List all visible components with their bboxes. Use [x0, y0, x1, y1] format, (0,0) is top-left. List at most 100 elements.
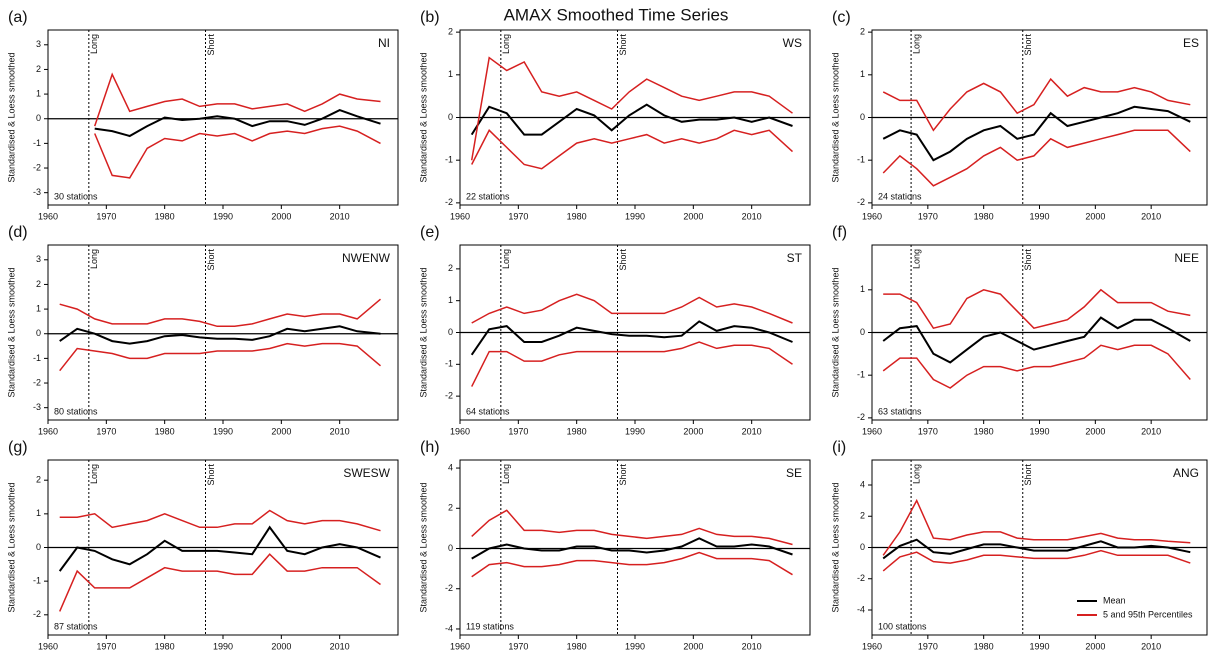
mean-line — [882, 105, 1191, 162]
percentile-line — [471, 509, 793, 546]
y-axis-label: Standardised & Loess smoothed — [6, 482, 16, 612]
y-tick-label: 4 — [860, 479, 865, 489]
percentile-line — [59, 553, 381, 612]
x-tick-label: 2000 — [271, 211, 291, 221]
y-tick-label: 1 — [860, 69, 865, 79]
y-tick-label: -1 — [33, 576, 41, 586]
x-tick-label: 1970 — [96, 426, 116, 436]
legend-label: 5 and 95th Percentiles — [1103, 609, 1193, 619]
x-tick-label: 1980 — [974, 641, 994, 651]
x-tick-label: 2000 — [683, 211, 703, 221]
y-tick-label: 0 — [36, 113, 41, 123]
y-tick-label: 2 — [860, 511, 865, 521]
x-tick-label: 1980 — [567, 641, 587, 651]
x-tick-label: 1970 — [508, 641, 528, 651]
percentile-line — [883, 288, 1191, 330]
x-tick-label: 1970 — [918, 641, 938, 651]
y-tick-label: 1 — [36, 303, 41, 313]
x-tick-label: 1980 — [155, 211, 175, 221]
region-label: WS — [783, 36, 802, 50]
mean-line — [470, 320, 793, 356]
y-tick-label: 3 — [36, 254, 41, 264]
period-label: Long — [89, 464, 99, 484]
x-tick-label: 2000 — [271, 641, 291, 651]
region-label: NI — [378, 36, 390, 50]
y-tick-label: 0 — [448, 112, 453, 122]
y-axis-label: Standardised & Loess smoothed — [830, 52, 840, 182]
x-tick-label: 1960 — [862, 641, 882, 651]
x-tick-label: 1980 — [155, 426, 175, 436]
percentile-line — [882, 77, 1191, 132]
x-tick-label: 1960 — [862, 211, 882, 221]
x-tick-label: 2000 — [683, 641, 703, 651]
panel-label: (e) — [420, 224, 440, 241]
period-label: Long — [911, 249, 921, 269]
station-count: 80 stations — [54, 406, 98, 416]
x-tick-label: 2000 — [683, 426, 703, 436]
y-axis-label: Standardised & Loess smoothed — [6, 267, 16, 397]
x-tick-label: 2000 — [271, 426, 291, 436]
period-label: Short — [206, 249, 216, 271]
y-tick-label: 0 — [36, 328, 41, 338]
mean-line — [58, 525, 381, 572]
x-tick-label: 1990 — [213, 426, 233, 436]
y-tick-label: 2 — [36, 475, 41, 485]
x-tick-label: 1960 — [38, 641, 58, 651]
station-count: 63 stations — [878, 406, 922, 416]
period-label: Short — [206, 464, 216, 486]
percentile-line — [882, 129, 1191, 187]
y-tick-label: -2 — [33, 609, 41, 619]
period-label: Short — [618, 464, 628, 486]
x-tick-label: 1990 — [1029, 641, 1049, 651]
panel-label: (i) — [832, 439, 846, 456]
panel-label: (b) — [420, 9, 440, 26]
period-label: Long — [911, 34, 921, 54]
station-count: 22 stations — [466, 191, 510, 201]
station-count: 30 stations — [54, 191, 98, 201]
y-tick-label: 0 — [448, 543, 453, 553]
region-label: NWENW — [342, 251, 391, 265]
x-tick-label: 1990 — [625, 426, 645, 436]
x-tick-label: 1990 — [625, 641, 645, 651]
period-label: Long — [501, 34, 511, 54]
y-tick-label: -1 — [857, 155, 865, 165]
station-count: 24 stations — [878, 191, 922, 201]
station-count: 64 stations — [466, 406, 510, 416]
y-tick-label: -1 — [33, 353, 41, 363]
y-tick-label: 3 — [36, 39, 41, 49]
period-label: Long — [89, 34, 99, 54]
station-count: 119 stations — [466, 621, 514, 631]
x-tick-label: 1970 — [918, 426, 938, 436]
percentile-line — [471, 293, 793, 324]
x-tick-label: 2010 — [1141, 641, 1161, 651]
period-label: Short — [206, 34, 216, 56]
x-tick-label: 2010 — [330, 641, 350, 651]
x-tick-label: 1990 — [625, 211, 645, 221]
x-tick-label: 2010 — [742, 426, 762, 436]
y-axis-label: Standardised & Loess smoothed — [418, 267, 428, 397]
mean-line — [59, 325, 381, 345]
period-label: Short — [1023, 464, 1033, 486]
x-tick-label: 2010 — [742, 211, 762, 221]
period-label: Long — [911, 464, 921, 484]
x-tick-label: 1960 — [862, 426, 882, 436]
x-tick-label: 2010 — [1141, 211, 1161, 221]
percentile-line — [94, 125, 381, 179]
y-tick-label: 0 — [860, 112, 865, 122]
y-axis-label: Standardised & Loess smoothed — [830, 267, 840, 397]
period-label: Short — [1023, 34, 1033, 56]
station-count: 100 stations — [878, 621, 927, 631]
percentile-line — [59, 342, 381, 372]
panel-label: (c) — [832, 9, 851, 26]
percentile-line — [471, 129, 794, 170]
y-axis-label: Standardised & Loess smoothed — [418, 52, 428, 182]
mean-line — [94, 109, 381, 138]
percentile-line — [470, 56, 793, 161]
x-tick-label: 1980 — [974, 211, 994, 221]
plot-frame — [47, 244, 399, 421]
x-tick-label: 1970 — [96, 641, 116, 651]
x-tick-label: 1970 — [918, 211, 938, 221]
panel-label: (d) — [8, 224, 28, 241]
y-tick-label: 2 — [448, 503, 453, 513]
y-tick-label: -2 — [857, 573, 865, 583]
